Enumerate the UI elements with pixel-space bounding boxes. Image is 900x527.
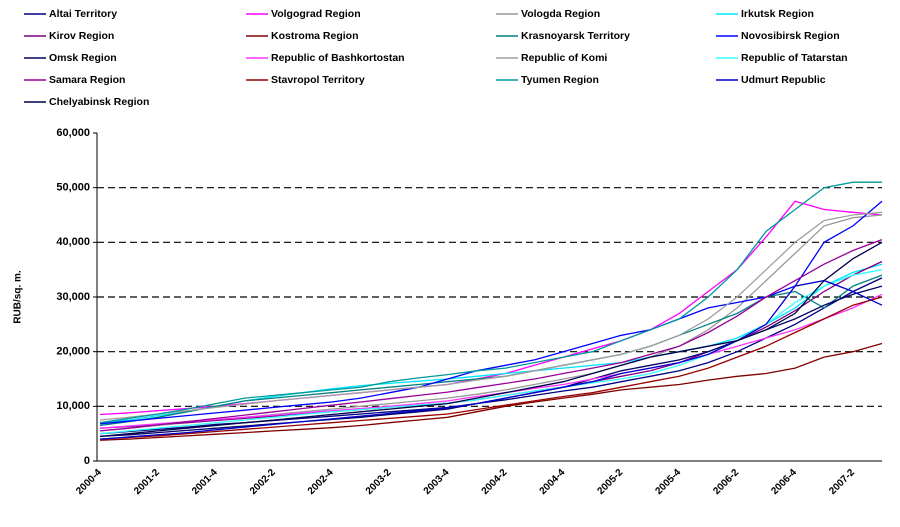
legend-label: Novosibirsk Region xyxy=(741,30,840,42)
y-tick-label: 60,000 xyxy=(56,127,90,139)
legend-label: Udmurt Republic xyxy=(741,74,826,86)
y-tick-label: 40,000 xyxy=(56,236,90,248)
x-tick-label: 2005-4 xyxy=(653,467,683,497)
legend-label: Samara Region xyxy=(49,74,125,86)
series-line xyxy=(99,293,883,429)
series-line xyxy=(99,211,883,421)
series-line xyxy=(99,279,883,440)
legend-label: Omsk Region xyxy=(49,52,117,64)
legend-label: Kirov Region xyxy=(49,30,114,42)
legend-label: Republic of Tatarstan xyxy=(741,52,848,64)
y-tick-label: 20,000 xyxy=(56,346,90,358)
series-line xyxy=(99,181,882,424)
legend-label: Stavropol Territory xyxy=(271,74,365,86)
x-tick-label: 2002-2 xyxy=(248,467,278,497)
y-tick-label: 50,000 xyxy=(56,182,90,194)
x-tick-label: 2007-2 xyxy=(827,467,857,497)
series-line xyxy=(99,296,883,440)
y-tick-label: 0 xyxy=(84,455,90,467)
legend-label: Republic of Komi xyxy=(521,52,607,64)
legend-label: Tyumen Region xyxy=(521,74,599,86)
x-tick-label: 2004-2 xyxy=(480,467,510,497)
legend-label: Altai Territory xyxy=(49,8,117,20)
x-tick-label: 2000-4 xyxy=(74,467,104,497)
y-axis-label: RUB/sq. m. xyxy=(13,270,24,324)
series-line xyxy=(99,200,883,425)
series-line xyxy=(99,214,883,432)
y-tick-label: 30,000 xyxy=(56,291,90,303)
legend-label: Krasnoyarsk Territory xyxy=(521,30,630,42)
x-tick-label: 2003-2 xyxy=(364,467,394,497)
series-line xyxy=(99,200,883,416)
legend-label: Republic of Bashkortostan xyxy=(271,52,405,64)
x-tick-label: 2006-2 xyxy=(711,467,741,497)
series-line xyxy=(99,263,883,424)
series-line xyxy=(99,241,883,438)
series-line xyxy=(99,238,883,432)
legend-label: Irkutsk Region xyxy=(741,8,814,20)
y-tick-label: 10,000 xyxy=(56,400,90,412)
series-line xyxy=(99,342,883,441)
x-tick-label: 2004-4 xyxy=(538,467,568,497)
legend-label: Volgograd Region xyxy=(271,8,361,20)
x-tick-label: 2001-2 xyxy=(132,467,162,497)
legend-label: Vologda Region xyxy=(521,8,600,20)
x-tick-label: 2005-2 xyxy=(596,467,626,497)
x-tick-label: 2002-4 xyxy=(306,467,336,497)
x-tick-label: 2003-4 xyxy=(422,467,452,497)
legend-label: Kostroma Region xyxy=(271,30,359,42)
x-tick-label: 2001-4 xyxy=(190,467,220,497)
legend-label: Chelyabinsk Region xyxy=(49,96,149,108)
series-line xyxy=(99,285,883,438)
series-line xyxy=(99,277,883,435)
x-tick-label: 2006-4 xyxy=(769,467,799,497)
